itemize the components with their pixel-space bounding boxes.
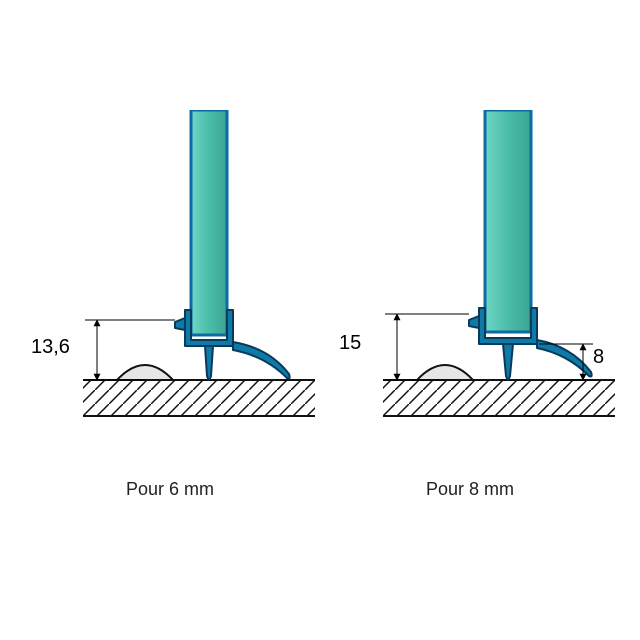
dim-left-value: 15 [339,332,361,355]
dim-left-value: 13,6 [31,336,70,359]
caption-8mm: Pour 8 mm [325,479,615,500]
glass-pane [485,110,531,332]
floor [383,380,615,416]
diagram-8mm [325,110,615,470]
floor-bump [417,365,473,380]
panel-6mm: 13,6 Pour 6 mm [25,110,315,530]
diagram-6mm [25,110,315,470]
glass-pane [191,110,227,335]
panel-8mm: 15 8 Pour 8 mm [325,110,615,530]
floor [83,380,315,416]
dim-right-value: 8 [593,346,604,369]
caption-6mm: Pour 6 mm [25,479,315,500]
floor-bump [117,365,173,380]
page: 13,6 Pour 6 mm [0,0,640,640]
